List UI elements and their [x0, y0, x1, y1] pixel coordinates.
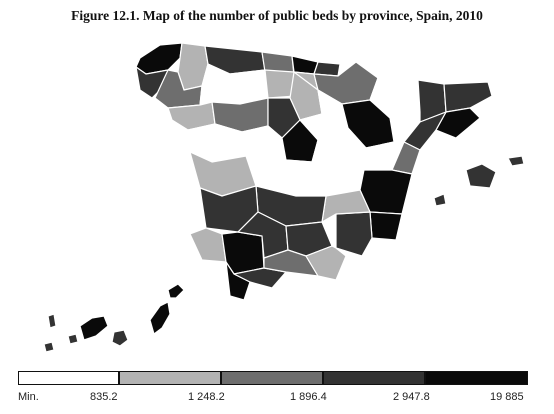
legend-label-break-1: 835.2 [90, 391, 118, 403]
province-avila[interactable] [241, 125, 283, 161]
legend-label-break-2: 1 248.2 [188, 391, 225, 403]
province-malaga[interactable] [233, 267, 287, 289]
legend-label-break-3: 1 896.4 [290, 391, 327, 403]
legend-label-max: 19 885 [490, 391, 524, 403]
legend-class-4 [323, 371, 425, 385]
province-mallorca[interactable] [465, 163, 497, 189]
island-la-palma[interactable] [47, 313, 57, 329]
island-lanzarote[interactable] [167, 283, 185, 299]
island-fuerteventura[interactable] [149, 301, 171, 335]
island-la-gomera[interactable] [67, 333, 79, 345]
spain-province-map [43, 42, 525, 353]
province-almeria[interactable] [305, 245, 347, 281]
legend-class-1 [18, 371, 119, 385]
legend-class-3 [221, 371, 323, 385]
province-alicante[interactable] [369, 211, 403, 241]
figure-title: Figure 12.1. Map of the number of public… [71, 8, 483, 23]
province-vizcaya[interactable] [291, 55, 319, 75]
province-huelva[interactable] [189, 227, 227, 263]
province-huesca[interactable] [369, 77, 421, 119]
province-girona[interactable] [443, 81, 493, 113]
island-ibiza[interactable] [433, 193, 447, 207]
legend-class-2 [119, 371, 221, 385]
province-tarragona[interactable] [403, 111, 447, 151]
province-cadiz[interactable] [225, 261, 251, 301]
province-a-coruna[interactable] [135, 42, 183, 75]
legend-label-break-4: 2 947.8 [393, 391, 430, 403]
island-tenerife[interactable] [79, 315, 109, 341]
island-menorca[interactable] [507, 155, 525, 167]
island-gran-canaria[interactable] [111, 329, 129, 347]
island-el-hierro[interactable] [43, 341, 55, 353]
legend-class-5 [425, 371, 528, 385]
province-la-rioja[interactable] [317, 89, 343, 115]
legend-label-min: Min. [18, 391, 39, 403]
province-murcia[interactable] [335, 211, 373, 257]
map-legend: Min. 835.2 1 248.2 1 896.4 2 947.8 19 88… [18, 371, 528, 411]
